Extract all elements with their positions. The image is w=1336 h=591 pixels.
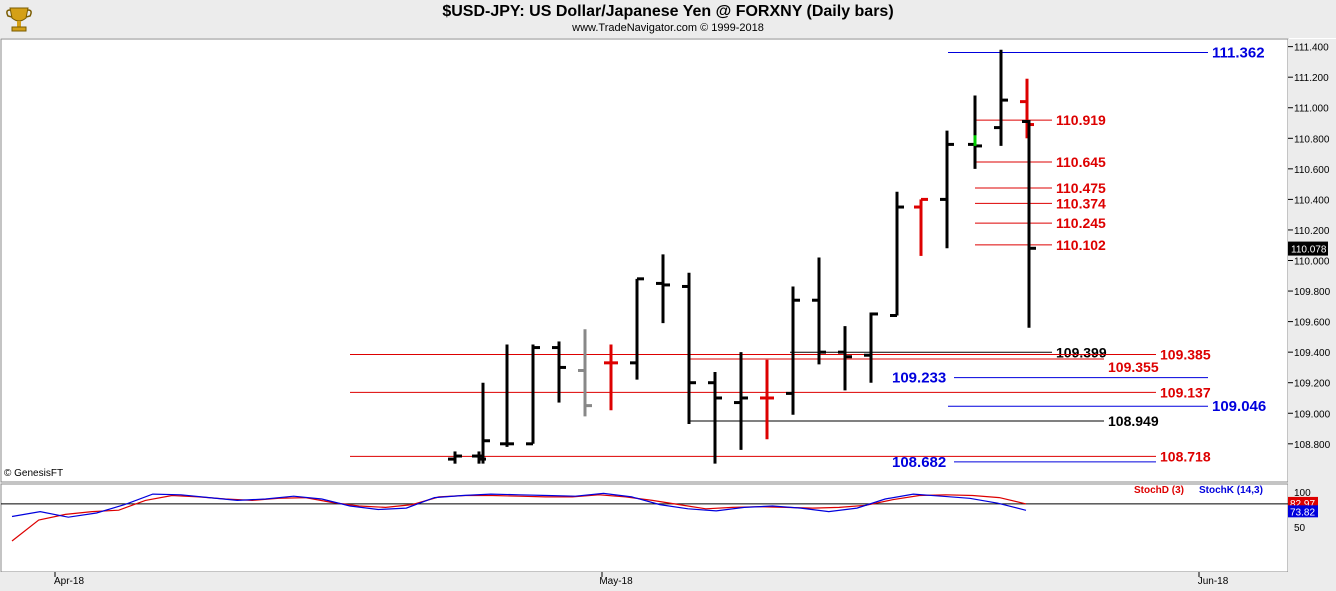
level-label-110-374: 110.374 (1056, 195, 1106, 211)
level-label-109-137: 109.137 (1160, 384, 1211, 400)
price-axis-label: 110.400 (1294, 195, 1330, 206)
price-axis-label: 109.200 (1294, 379, 1331, 390)
price-axis-label: 111.400 (1294, 43, 1329, 54)
stoch-k-legend: StochK (14,3) (1199, 485, 1263, 496)
price-axis-panel (1288, 39, 1336, 572)
level-label-110-645: 110.645 (1056, 154, 1106, 170)
chart-subtitle: www.TradeNavigator.com © 1999-2018 (572, 22, 764, 34)
level-label-109-385: 109.385 (1160, 346, 1211, 362)
level-label-111-362: 111.362 (1212, 44, 1265, 61)
price-axis-label: 109.000 (1294, 409, 1331, 420)
time-axis-label: May-18 (599, 576, 633, 587)
price-axis-label: 110.600 (1294, 165, 1330, 176)
time-axis-panel (0, 572, 1336, 591)
last-price-box (1288, 241, 1328, 256)
level-label-108-682: 108.682 (892, 454, 946, 471)
level-label-109-355: 109.355 (1108, 359, 1159, 375)
level-label-110-475: 110.475 (1056, 180, 1106, 196)
chart-title: $USD-JPY: US Dollar/Japanese Yen @ FORXN… (442, 3, 894, 20)
stoch-axis-label: 50 (1294, 523, 1306, 534)
price-axis-label: 110.200 (1294, 226, 1330, 237)
level-label-109-233: 109.233 (892, 370, 946, 387)
stoch-k-readout-box (1288, 505, 1318, 518)
stoch-d-line (11, 494, 1027, 542)
stoch-k-line (11, 492, 1027, 518)
time-axis-label: Apr-18 (54, 576, 84, 587)
level-label-108-949: 108.949 (1108, 413, 1159, 429)
level-label-109-399: 109.399 (1056, 344, 1107, 360)
price-axis-label: 109.600 (1294, 318, 1331, 329)
trophy-logo-icon (6, 7, 32, 32)
price-axis-label: 108.800 (1294, 440, 1331, 451)
last-price-label: 110.078 (1291, 245, 1327, 256)
price-axis-label: 111.000 (1294, 104, 1329, 115)
chart-header: $USD-JPY: US Dollar/Japanese Yen @ FORXN… (0, 0, 1336, 38)
time-axis-label: Jun-18 (1198, 576, 1229, 587)
stoch-d-legend: StochD (3) (1134, 485, 1184, 496)
price-axis-label: 109.800 (1294, 287, 1331, 298)
stoch-k-readout: 73.82 (1290, 507, 1315, 518)
price-axis-label: 109.400 (1294, 348, 1331, 359)
copyright-text: © GenesisFT (4, 468, 64, 479)
level-label-110-919: 110.919 (1056, 112, 1106, 128)
price-axis-label: 110.000 (1294, 257, 1330, 268)
level-label-108-718: 108.718 (1160, 448, 1211, 464)
price-axis-label: 110.800 (1294, 134, 1330, 145)
level-label-109-046: 109.046 (1212, 398, 1266, 415)
level-label-110-245: 110.245 (1056, 215, 1106, 231)
price-panel (0, 38, 1289, 483)
stoch-d-readout: 82.97 (1290, 499, 1315, 510)
price-axis-label: 111.200 (1294, 73, 1329, 84)
level-label-110-102: 110.102 (1056, 237, 1106, 253)
stoch-axis-label: 100 (1294, 488, 1311, 499)
